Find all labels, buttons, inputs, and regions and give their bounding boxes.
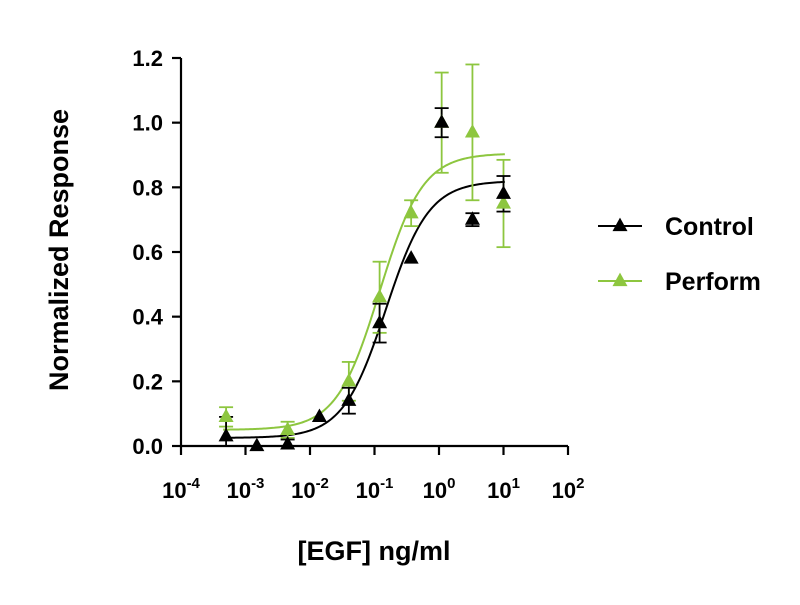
fit-curves [223, 153, 505, 439]
marker-control [249, 437, 265, 452]
y-axis-title: Normalized Response [44, 109, 74, 391]
marker-control [464, 211, 480, 225]
axes: 0.0 0.2 0.4 0.6 0.8 1.0 1.2 10-4 10-3 10-2 10-1 100… [132, 46, 584, 503]
marker-control [372, 314, 388, 329]
x-tick-label: 101 [487, 475, 520, 503]
marker-control [218, 427, 234, 442]
legend-marker-control [612, 217, 628, 232]
x-tick-label: 10-2 [291, 475, 329, 503]
marker-perform [341, 372, 357, 387]
marker-perform [464, 123, 480, 138]
marker-control [311, 408, 327, 423]
y-tick-label: 0.6 [132, 240, 163, 265]
y-tick-label: 0.4 [132, 305, 163, 330]
y-tick-label: 0.2 [132, 369, 163, 394]
marker-control [496, 185, 511, 199]
x-tick-label: 10-3 [227, 475, 265, 503]
marker-control [341, 392, 357, 406]
y-tick-label: 0.0 [132, 434, 163, 459]
x-tick-label: 10-1 [356, 475, 394, 503]
fit-curve-control [223, 180, 505, 439]
legend-label-perform: Perform [665, 268, 761, 296]
fit-curve-perform [223, 153, 505, 431]
marker-perform [496, 195, 511, 209]
x-tick-label: 100 [423, 475, 456, 503]
x-axis-title: [EGF] ng/ml [298, 536, 451, 566]
marker-control [403, 250, 419, 264]
y-tick-label: 0.8 [132, 175, 163, 200]
y-tick-label: 1.0 [132, 111, 163, 136]
legend-marker-perform [612, 272, 628, 287]
data-markers [218, 114, 511, 452]
x-tick-label: 102 [552, 475, 585, 503]
marker-control [280, 436, 296, 450]
x-tick-label: 10-4 [162, 475, 200, 503]
marker-perform [280, 421, 296, 435]
marker-control [434, 114, 450, 128]
marker-perform [403, 204, 419, 219]
legend-label-control: Control [665, 213, 754, 241]
marker-perform [372, 288, 388, 303]
legend: Control Perform [598, 213, 761, 296]
y-tick-label: 1.2 [132, 46, 163, 71]
marker-perform [218, 408, 234, 423]
error-bars [219, 63, 511, 447]
